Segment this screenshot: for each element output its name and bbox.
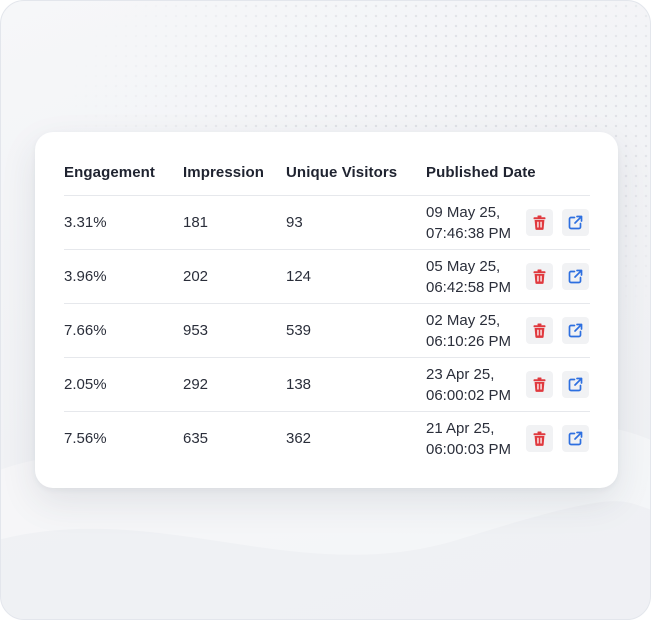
header-engagement: Engagement (64, 164, 156, 181)
published-date-day: 23 Apr 25, (426, 365, 495, 383)
table-row: 3.96% 202 124 05 May 25, 06:42:58 PM (64, 250, 590, 304)
engagement-cell: 2.05% (64, 376, 107, 393)
published-date-day: 02 May 25, (426, 311, 501, 329)
published-date-cell: 23 Apr 25, 06:00:02 PM (426, 364, 524, 406)
unique-visitors-cell: 124 (286, 268, 312, 285)
published-date-cell: 09 May 25, 07:46:38 PM (426, 202, 524, 244)
published-date-cell: 02 May 25, 06:10:26 PM (426, 310, 524, 352)
open-link-button[interactable] (562, 317, 589, 344)
delete-button[interactable] (526, 317, 553, 344)
published-date-time: 06:42:58 PM (426, 278, 512, 296)
engagement-cell: 7.66% (64, 322, 107, 339)
published-date-time: 06:10:26 PM (426, 332, 512, 350)
row-actions (526, 263, 589, 290)
table-row: 2.05% 292 138 23 Apr 25, 06:00:02 PM (64, 358, 590, 412)
published-date-day: 09 May 25, (426, 203, 501, 221)
header-impression: Impression (183, 164, 265, 181)
row-actions (526, 425, 589, 452)
published-date-day: 21 Apr 25, (426, 419, 495, 437)
impression-cell: 292 (183, 376, 209, 393)
open-link-button[interactable] (562, 263, 589, 290)
row-actions (526, 317, 589, 344)
open-link-button[interactable] (562, 371, 589, 398)
posts-table: Engagement Impression Unique Visitors Pu… (64, 150, 590, 465)
published-date-day: 05 May 25, (426, 257, 501, 275)
trash-icon (533, 377, 546, 392)
open-link-button[interactable] (562, 209, 589, 236)
unique-visitors-cell: 539 (286, 322, 312, 339)
row-actions (526, 371, 589, 398)
impression-cell: 635 (183, 430, 209, 447)
impression-cell: 202 (183, 268, 209, 285)
trash-icon (533, 323, 546, 338)
header-published-date: Published Date (426, 164, 536, 181)
published-date-time: 07:46:38 PM (426, 224, 512, 242)
delete-button[interactable] (526, 371, 553, 398)
external-link-icon (568, 323, 583, 338)
published-date-cell: 05 May 25, 06:42:58 PM (426, 256, 524, 298)
published-date-time: 06:00:03 PM (426, 440, 512, 458)
delete-button[interactable] (526, 209, 553, 236)
table-row: 7.56% 635 362 21 Apr 25, 06:00:03 PM (64, 412, 590, 465)
delete-button[interactable] (526, 263, 553, 290)
delete-button[interactable] (526, 425, 553, 452)
trash-icon (533, 431, 546, 446)
published-date-time: 06:00:02 PM (426, 386, 512, 404)
engagement-cell: 3.31% (64, 214, 107, 231)
unique-visitors-cell: 362 (286, 430, 312, 447)
table-row: 7.66% 953 539 02 May 25, 06:10:26 PM (64, 304, 590, 358)
external-link-icon (568, 269, 583, 284)
published-date-cell: 21 Apr 25, 06:00:03 PM (426, 418, 524, 460)
unique-visitors-cell: 93 (286, 214, 303, 231)
row-actions (526, 209, 589, 236)
unique-visitors-cell: 138 (286, 376, 312, 393)
engagement-cell: 3.96% (64, 268, 107, 285)
trash-icon (533, 269, 546, 284)
external-link-icon (568, 431, 583, 446)
external-link-icon (568, 377, 583, 392)
open-link-button[interactable] (562, 425, 589, 452)
external-link-icon (568, 215, 583, 230)
trash-icon (533, 215, 546, 230)
analytics-card: Engagement Impression Unique Visitors Pu… (35, 132, 618, 488)
table-row: 3.31% 181 93 09 May 25, 07:46:38 PM (64, 196, 590, 250)
table-header: Engagement Impression Unique Visitors Pu… (64, 150, 590, 196)
header-unique-visitors: Unique Visitors (286, 164, 398, 181)
engagement-cell: 7.56% (64, 430, 107, 447)
impression-cell: 953 (183, 322, 209, 339)
impression-cell: 181 (183, 214, 209, 231)
